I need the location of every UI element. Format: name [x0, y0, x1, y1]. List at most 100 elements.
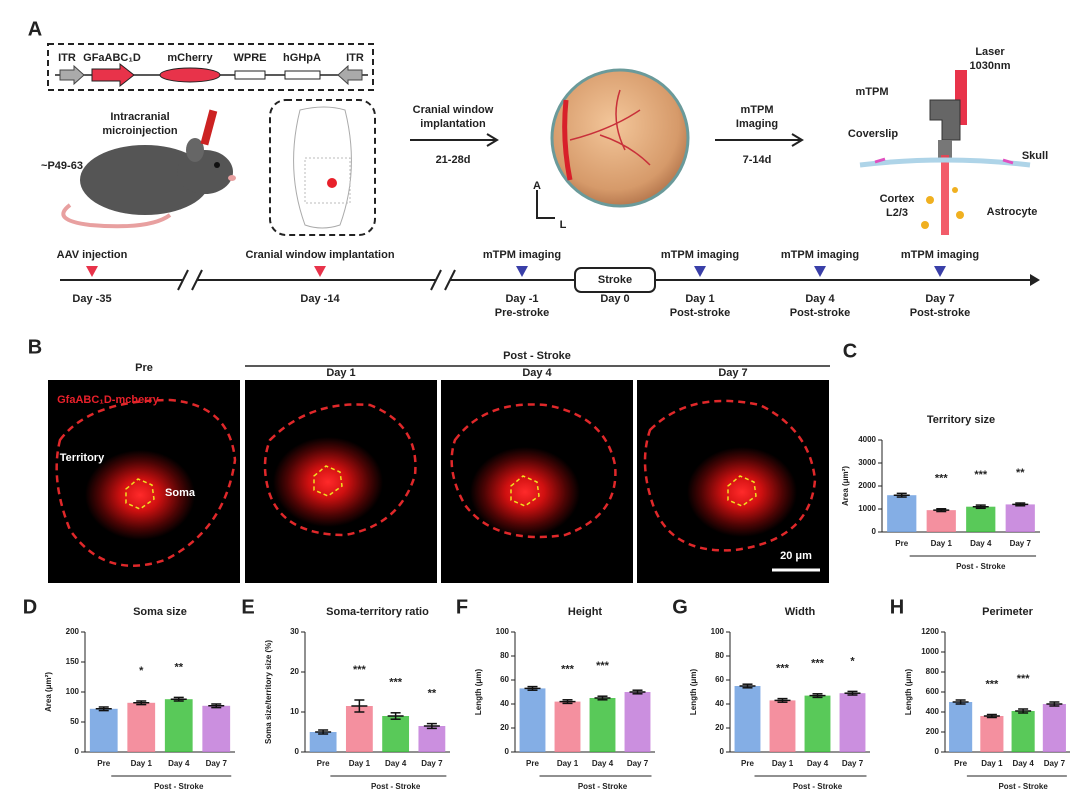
label: A [533, 180, 541, 192]
significance: * [850, 655, 855, 667]
y-tick-label: 20 [500, 723, 509, 732]
y-tick-label: 100 [66, 687, 80, 696]
x-tick-label: Day 1 [931, 539, 953, 548]
y-axis-label: Length (μm) [904, 669, 913, 716]
event-label: mTPM imaging [483, 249, 561, 261]
label: Cranial window [413, 104, 494, 116]
bar [804, 695, 831, 752]
construct-label: hGHpA [283, 52, 321, 64]
y-tick-label: 40 [715, 699, 724, 708]
arrow-head [791, 133, 804, 147]
panel-label: A [28, 18, 42, 40]
x-tick-label: Day 1 [981, 759, 1003, 768]
y-axis-label: Area (μm²) [841, 466, 850, 506]
group-label: Post - Stroke [956, 562, 1006, 571]
y-tick-label: 100 [711, 627, 725, 636]
label: Laser [975, 46, 1005, 58]
label: mTPM [741, 104, 774, 116]
day-label: Day -35 [72, 293, 111, 305]
wpre [234, 70, 266, 80]
x-tick-label: Pre [954, 759, 967, 768]
territory-label: Territory [60, 452, 105, 464]
territory-outline [263, 403, 417, 537]
y-tick-label: 4000 [858, 435, 876, 444]
day-label: Post-stroke [910, 307, 971, 319]
y-tick-label: 0 [935, 747, 940, 756]
event-label: mTPM imaging [661, 249, 739, 261]
y-tick-label: 600 [926, 687, 940, 696]
y-tick-label: 2000 [858, 481, 876, 490]
y-tick-label: 0 [720, 747, 725, 756]
orientation [536, 190, 555, 219]
x-tick-label: Day 4 [970, 539, 992, 548]
bar [926, 510, 956, 532]
bar [980, 716, 1004, 752]
y-tick-label: 1200 [921, 627, 939, 636]
x-tick-label: Pre [317, 759, 330, 768]
bar [839, 693, 866, 752]
group-label: Post - Stroke [503, 350, 571, 362]
mouse [61, 109, 236, 229]
bar [309, 732, 337, 752]
y-tick-label: 80 [715, 651, 724, 660]
y-tick-label: 200 [926, 727, 940, 736]
y-tick-label: 10 [290, 707, 299, 716]
column-label: Day 7 [718, 367, 747, 379]
event-label: Cranial window implantation [245, 249, 394, 261]
day-label: Post-stroke [790, 307, 851, 319]
day-label: Day -1 [505, 293, 538, 305]
bar [127, 702, 156, 752]
bar [202, 705, 231, 752]
label: Imaging [736, 118, 778, 130]
chart-title: Soma-territory ratio [326, 606, 429, 618]
territory-outline [450, 403, 617, 539]
label: 21-28d [436, 154, 471, 166]
bar [164, 699, 193, 752]
panel-label: G [672, 596, 688, 618]
event-marker [86, 266, 98, 277]
x-tick-label: Day 4 [592, 759, 614, 768]
event-marker [934, 266, 946, 277]
timeline-head [1030, 274, 1040, 286]
significance: *** [985, 678, 999, 690]
y-tick-label: 1000 [921, 647, 939, 656]
label: Cortex [880, 193, 916, 205]
marker-label: GfaABC₁D-mcherry [57, 394, 160, 406]
y-tick-label: 800 [926, 667, 940, 676]
chart-title: Territory size [927, 414, 995, 426]
bar [624, 692, 651, 752]
chart-title: Perimeter [982, 606, 1033, 618]
x-tick-label: Day 1 [349, 759, 371, 768]
label: mTPM [856, 86, 889, 98]
group-label: Post - Stroke [154, 782, 204, 791]
significance: ** [1016, 467, 1025, 479]
label: 1030nm [970, 60, 1011, 72]
y-tick-label: 20 [715, 723, 724, 732]
column-label: Pre [135, 362, 153, 374]
construct-label: mCherry [167, 52, 213, 64]
x-tick-label: Day 4 [168, 759, 190, 768]
label: L2/3 [886, 207, 908, 219]
soma-label: Soma [165, 487, 196, 499]
y-tick-label: 80 [500, 651, 509, 660]
event-marker [694, 266, 706, 277]
mcherry [159, 67, 221, 83]
column-label: Day 1 [326, 367, 355, 379]
x-tick-label: Day 4 [1012, 759, 1034, 768]
bar [382, 716, 410, 752]
territory-outline [55, 398, 237, 567]
x-tick-label: Day 7 [206, 759, 228, 768]
x-tick-label: Day 1 [557, 759, 579, 768]
significance: *** [974, 469, 988, 481]
group-label: Post - Stroke [793, 782, 843, 791]
label: microinjection [102, 125, 177, 137]
label: Intracranial [110, 111, 169, 123]
x-tick-label: Day 4 [385, 759, 407, 768]
significance: *** [776, 663, 790, 675]
y-tick-label: 3000 [858, 458, 876, 467]
stroke-label: Stroke [598, 274, 632, 286]
x-tick-label: Day 7 [1010, 539, 1032, 548]
x-tick-label: Pre [526, 759, 539, 768]
panel-label: E [241, 596, 254, 618]
y-tick-label: 0 [295, 747, 300, 756]
